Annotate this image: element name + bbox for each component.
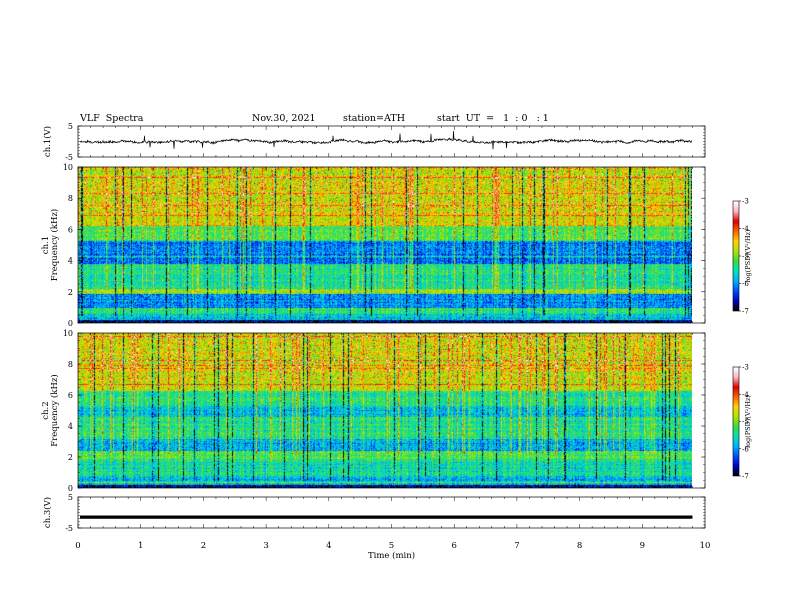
figure-title: VLF Spectra: [80, 113, 144, 124]
panel-frame-ch3-waveform: [77, 496, 706, 529]
spectrogram-image-ch2: [78, 333, 692, 488]
y-tick-label: 2: [68, 288, 73, 297]
colorbar-label: log(PSD)(V²/Hz): [744, 229, 752, 282]
y-tick-label: 2: [68, 453, 73, 462]
colorbar-tick-label: -5: [742, 418, 749, 426]
x-tick-label: 5: [389, 541, 394, 551]
x-tick-label: 1: [138, 541, 143, 551]
colorbar-tick-label: -6: [742, 280, 749, 288]
x-tick-label: 2: [201, 541, 206, 551]
x-tick-label: 8: [577, 541, 582, 551]
x-tick-label: 7: [514, 541, 519, 551]
y-tick-label: 4: [68, 257, 73, 266]
colorbar-tick-label: -7: [742, 308, 749, 316]
x-tick-label: 0: [75, 541, 80, 551]
x-tick-label: 10: [700, 541, 711, 551]
station-label: station=ATH: [343, 113, 405, 124]
y-axis-label: ch.1(V): [42, 126, 53, 157]
y-tick-label: 6: [68, 391, 73, 400]
ch1-waveform-trace: [79, 130, 693, 150]
colorbar-tick-label: -4: [742, 225, 749, 233]
colorbar-tick-label: -7: [742, 473, 749, 481]
spectrogram-image-ch1: [78, 167, 692, 323]
colorbar-tick-label: -4: [742, 391, 749, 399]
y-tick-label: 8: [68, 360, 73, 369]
colorbar-ch1-spectrogram: [733, 201, 739, 311]
y-tick-label: -5: [65, 153, 73, 162]
colorbar-tick-label: -3: [742, 364, 749, 372]
x-axis-label: Time (min): [368, 550, 415, 561]
x-tick-label: 4: [326, 541, 331, 551]
y-axis-label: ch.3(V): [42, 497, 53, 528]
y-tick-label: 8: [68, 194, 73, 203]
start-time-label: start UT = 1 : 0 : 1: [437, 113, 549, 124]
y-tick-label: 6: [68, 225, 73, 234]
date-label: Nov.30, 2021: [252, 113, 316, 124]
y-axis-label: Frequency (kHz): [49, 374, 60, 446]
colorbar-tick-label: -6: [742, 445, 749, 453]
colorbar-label: log(PSD)(V²/Hz): [744, 395, 752, 448]
y-tick-label: -5: [65, 524, 73, 533]
colorbar-tick-label: -3: [742, 198, 749, 206]
x-tick-label: 3: [263, 541, 268, 551]
y-tick-label: 5: [68, 493, 73, 502]
y-tick-label: 10: [63, 329, 73, 338]
x-tick-label: 6: [451, 541, 456, 551]
colorbar-ch2-spectrogram: [733, 367, 739, 476]
y-axis-label: ch.2: [41, 401, 51, 419]
x-tick-label: 9: [640, 541, 645, 551]
y-tick-label: 4: [68, 422, 73, 431]
y-tick-label: 5: [68, 122, 73, 131]
y-axis-label: Frequency (kHz): [49, 209, 60, 281]
y-axis-label: ch.1: [41, 236, 51, 254]
colorbar-tick-label: -5: [742, 253, 749, 261]
y-tick-label: 0: [68, 319, 73, 328]
y-tick-label: 0: [68, 484, 73, 493]
y-tick-label: 10: [63, 163, 73, 172]
